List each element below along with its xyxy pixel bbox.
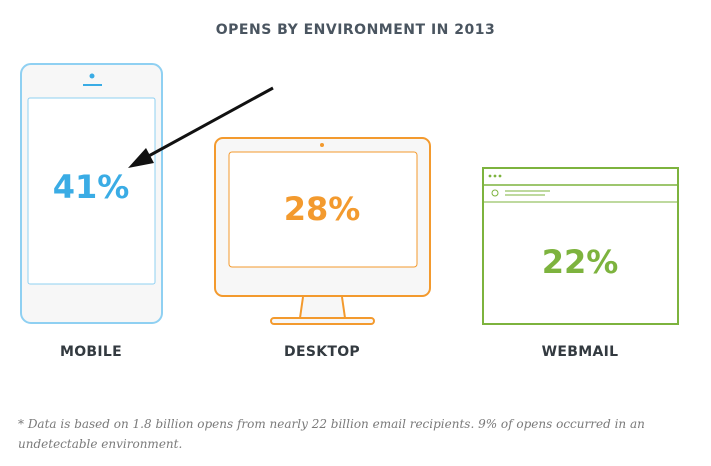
category-label-mobile: MOBILE: [60, 344, 122, 360]
mobile-percentage: 41%: [53, 168, 130, 206]
footnote: * Data is based on 1.8 billion opens fro…: [18, 417, 645, 451]
desktop-percentage: 28%: [284, 190, 361, 228]
chart-title: OPENS BY ENVIRONMENT IN 2013: [215, 22, 496, 38]
category-label-desktop: DESKTOP: [284, 344, 360, 360]
mobile-phone-icon: [20, 63, 163, 324]
webmail-percentage: 22%: [542, 243, 619, 281]
category-label-webmail: WEBMAIL: [542, 344, 619, 360]
pointer-arrow: [128, 86, 274, 168]
desktop-monitor-icon: [214, 137, 431, 325]
webmail-browser-icon: [482, 167, 679, 325]
